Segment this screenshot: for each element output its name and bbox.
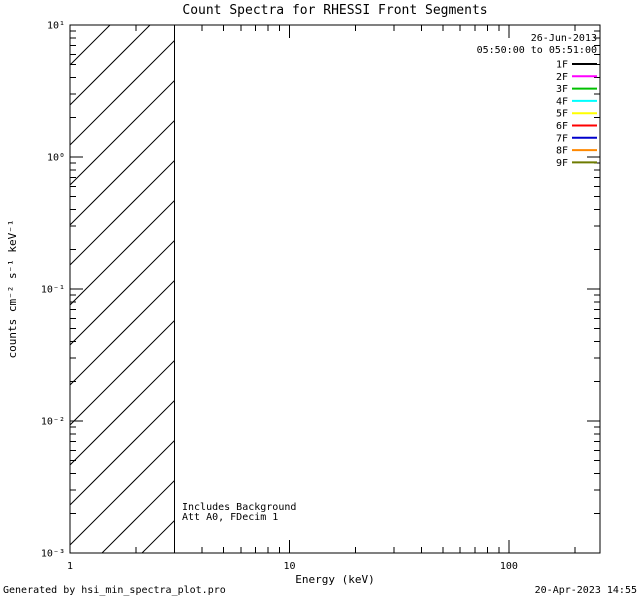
y-tick-label: 10⁻³ — [41, 549, 65, 560]
hatch-line — [141, 519, 175, 553]
y-tick-label: 10⁻¹ — [41, 285, 65, 296]
hatch-line — [101, 479, 175, 553]
hatch-line — [70, 199, 175, 306]
footer-generated-by: Generated by hsi_min_spectra_plot.pro — [3, 585, 226, 596]
legend-label-9F: 9F — [556, 158, 568, 169]
y-tick-label: 10⁻² — [41, 417, 65, 428]
legend-label-5F: 5F — [556, 109, 568, 120]
hatched-region — [70, 25, 175, 553]
hatch-line — [70, 239, 175, 346]
annotation-attenuator-state: Att A0, FDecim 1 — [182, 512, 278, 523]
legend-label-6F: 6F — [556, 121, 568, 132]
y-tick-label: 10¹ — [47, 21, 65, 32]
hatch-line — [70, 279, 175, 386]
x-tick-label: 100 — [500, 561, 518, 572]
hatch-line — [70, 319, 175, 426]
legend-date: 26-Jun-2013 — [531, 33, 597, 44]
legend-label-8F: 8F — [556, 146, 568, 157]
y-tick-label: 10⁰ — [47, 153, 65, 164]
legend-label-3F: 3F — [556, 84, 568, 95]
hatch-line — [70, 39, 175, 146]
hatch-line — [70, 399, 175, 506]
x-tick-label: 10 — [283, 561, 295, 572]
x-tick-label: 1 — [67, 561, 73, 572]
legend-label-1F: 1F — [556, 60, 568, 71]
hatch-line — [70, 359, 175, 466]
x-tick-labels: 1 10 100 — [67, 561, 518, 572]
hatch-line — [70, 119, 175, 226]
plot-frame — [69, 24, 601, 554]
annotation-includes-background: Includes Background — [182, 502, 296, 513]
footer-datetime: 20-Apr-2023 14:55 — [535, 585, 637, 596]
hatch-line — [70, 25, 71, 26]
legend-label-2F: 2F — [556, 72, 568, 83]
hatch-line — [70, 25, 151, 106]
axis-ticks — [69, 24, 600, 554]
legend-label-7F: 7F — [556, 133, 568, 144]
hatch-line — [70, 439, 175, 546]
x-axis-label: Energy (keV) — [295, 573, 374, 586]
hatch-line — [70, 79, 175, 186]
hatch-line — [70, 25, 111, 66]
legend-label-4F: 4F — [556, 96, 568, 107]
plot-title: Count Spectra for RHESSI Front Segments — [182, 3, 487, 18]
legend-time-range: 05:50:00 to 05:51:00 — [477, 45, 597, 56]
y-tick-labels: 10¹ 10⁰ 10⁻¹ 10⁻² 10⁻³ — [41, 21, 65, 560]
hatch-line — [70, 159, 175, 266]
y-axis-label: counts cm⁻² s⁻¹ keV⁻¹ — [6, 219, 19, 358]
